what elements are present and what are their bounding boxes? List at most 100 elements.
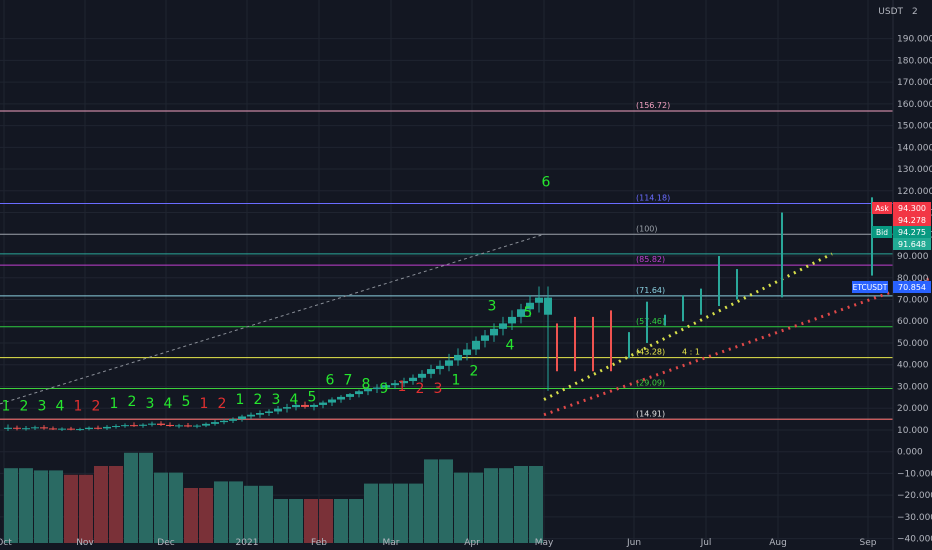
- level-label: (43.28): [636, 348, 665, 357]
- td-count-label: 4: [56, 398, 65, 414]
- candle-body: [436, 365, 444, 370]
- candle-body: [274, 408, 282, 412]
- level-label: (100): [636, 224, 658, 233]
- candle-body: [211, 422, 219, 424]
- x-tick-label: Sep: [860, 538, 877, 548]
- td-count-label: 1: [110, 396, 119, 412]
- candle-body: [472, 340, 480, 350]
- volume-bar: [364, 483, 378, 543]
- quote-badge: [872, 226, 892, 238]
- grid-lines: [0, 0, 893, 543]
- x-axis[interactable]: Oct Nov Dec 2021 Feb Mar Apr May Jun Jul Aug Sep: [0, 538, 877, 548]
- x-tick-label: Nov: [76, 538, 94, 548]
- td-count-label: 1: [2, 398, 11, 414]
- y-tick-label: 190.000: [897, 35, 932, 45]
- quote-price-value: 94.275: [898, 228, 926, 237]
- y-tick-label: 0.000: [897, 448, 923, 458]
- candle-body: [454, 354, 462, 361]
- candle-body: [103, 426, 111, 429]
- candle-body: [148, 423, 156, 425]
- td-count-label: 2: [128, 394, 137, 410]
- volume-bar: [199, 488, 213, 543]
- candle-body: [265, 411, 273, 413]
- level-label: (29.09): [636, 378, 665, 387]
- x-tick-label: Oct: [0, 538, 12, 548]
- y-tick-label: 60.000: [897, 317, 929, 327]
- volume-bar: [274, 499, 288, 543]
- quote-price-badge-2: [893, 238, 931, 250]
- candle-body: [346, 394, 354, 397]
- y-tick-label: 90.000: [897, 252, 929, 262]
- symbol-badge-label: ETCUSDT: [853, 283, 888, 292]
- y-axis[interactable]: 190.000 180.000 170.000 160.000 150.000 140.0…: [892, 0, 932, 550]
- td-count-label: 1: [200, 396, 209, 412]
- level-label: (57.46): [636, 317, 665, 326]
- volume-bar: [319, 499, 333, 543]
- level-label: (156.72): [636, 101, 670, 110]
- candle-body: [22, 428, 30, 430]
- candle-body: [193, 425, 201, 427]
- candle-body: [490, 328, 498, 336]
- td-count-label: 5: [308, 390, 317, 406]
- candle-body: [40, 427, 48, 429]
- quote-price-value-2: 91.648: [898, 240, 926, 249]
- candle-body: [238, 416, 246, 420]
- candle-body: [499, 323, 507, 329]
- volume-bar: [379, 483, 393, 543]
- x-tick-label: Dec: [157, 538, 174, 548]
- candle-body: [283, 407, 291, 409]
- x-tick-label: Jun: [626, 538, 641, 548]
- volume-bar: [289, 499, 303, 543]
- candle-body: [112, 426, 120, 428]
- td-count-label: 2: [20, 398, 29, 414]
- volume-bar: [124, 452, 138, 543]
- symbol-price-value: 70.854: [898, 283, 926, 292]
- td-count-label: 4: [164, 396, 173, 412]
- candle-body: [310, 404, 318, 407]
- quote-badge: [872, 202, 892, 214]
- currency-label: USDT: [878, 7, 903, 17]
- candle-body: [229, 419, 237, 421]
- volume-bar: [304, 499, 318, 543]
- candle-body: [418, 373, 426, 378]
- volume-bar: [424, 459, 438, 543]
- candle-body: [463, 349, 471, 355]
- quote-badge-label: Bid: [876, 228, 888, 237]
- volume-bar: [529, 466, 543, 543]
- quote-price-badge: [893, 226, 931, 238]
- td-count-label: 3: [146, 396, 155, 412]
- y-tick-label: 170.000: [897, 78, 932, 88]
- volume-bar: [244, 485, 258, 543]
- candle-body: [292, 404, 300, 408]
- candle-body: [157, 423, 165, 425]
- x-tick-label: Apr: [464, 538, 480, 548]
- candle-body: [76, 429, 84, 431]
- candle-body: [247, 414, 255, 417]
- td-count-label: 3: [38, 398, 47, 414]
- td-count-label: 9: [380, 381, 389, 397]
- td-count-label: 6: [542, 174, 551, 190]
- candle-body: [49, 428, 57, 430]
- y-tick-label: 10.000: [897, 426, 929, 436]
- y-tick-label: 160.000: [897, 100, 932, 110]
- level-label: (14.91): [636, 409, 665, 418]
- volume-bar: [454, 472, 468, 543]
- candle-body: [400, 381, 408, 384]
- quote-price-value-2: 94.278: [898, 216, 926, 225]
- quote-price-badge-2: [893, 214, 931, 226]
- td-count-label: 1: [452, 372, 461, 388]
- y-tick-label: 20.000: [897, 404, 929, 414]
- trend-lines: [0, 233, 932, 420]
- td-count-label: 4: [506, 338, 515, 354]
- y-tick-label: 120.000: [897, 187, 932, 197]
- td-count-label: 5: [524, 305, 533, 321]
- level-lines: (156.72) (114.18) (100) (85.82) (71.64) (57.4…: [0, 101, 893, 420]
- candle-body: [94, 427, 102, 429]
- candle-body: [328, 399, 336, 403]
- y-tick-label: −30.000: [897, 513, 932, 523]
- projection-bars: [556, 197, 873, 372]
- td-count-label: 1: [74, 398, 83, 414]
- volume-bar: [394, 483, 408, 543]
- volume-bar: [34, 470, 48, 543]
